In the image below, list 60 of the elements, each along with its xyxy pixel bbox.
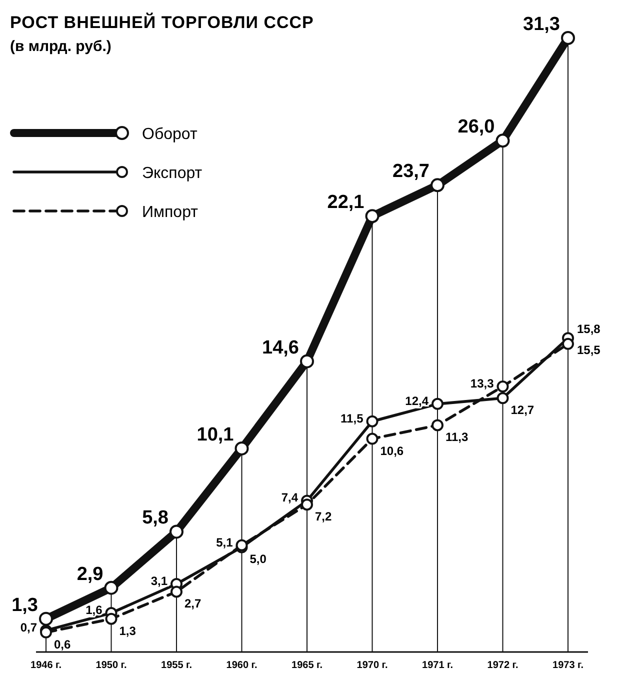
data-label: 11,5 <box>340 411 364 426</box>
data-label: 5,1 <box>216 535 234 550</box>
x-tick-label: 1971 г. <box>422 660 454 671</box>
point <box>366 432 378 445</box>
point <box>432 398 444 410</box>
data-label: 10,6 <box>380 444 404 458</box>
point <box>300 354 314 368</box>
legend-label: Оборот <box>142 126 198 143</box>
x-tick-label: 1960 г. <box>226 660 258 671</box>
point <box>562 338 574 350</box>
data-label: 2,7 <box>184 596 202 611</box>
data-label: 5,0 <box>250 552 267 566</box>
data-label: 11,3 <box>446 430 469 444</box>
data-label: 1,3 <box>119 624 136 638</box>
x-tick-label: 1955 г. <box>161 660 192 671</box>
data-label: 31,3 <box>523 14 560 35</box>
point <box>234 441 249 456</box>
x-tick-label: 1965 г. <box>292 660 323 671</box>
point <box>496 392 509 404</box>
legend-label: Импорт <box>142 204 199 221</box>
data-label: 0,6 <box>54 637 72 652</box>
data-label: 5,8 <box>142 508 168 529</box>
data-label: 12,7 <box>510 403 534 418</box>
x-tick-label: 1973 г. <box>552 660 584 671</box>
data-label: 12,4 <box>405 394 429 408</box>
point <box>170 586 182 598</box>
data-label: 22,1 <box>327 192 365 214</box>
data-label: 26,0 <box>458 116 495 138</box>
x-tick-label: 1946 г. <box>30 660 62 671</box>
point <box>430 178 444 192</box>
data-label: 15,8 <box>577 322 601 336</box>
chart-title: РОСТ ВНЕШНЕЙ ТОРГОВЛИ СССР <box>10 12 314 32</box>
chart-subtitle: (в млрд. руб.) <box>10 38 112 55</box>
data-label: 1,3 <box>12 594 38 616</box>
data-label: 2,9 <box>76 564 104 585</box>
data-label: 3,1 <box>150 574 168 588</box>
data-label: 0,7 <box>20 620 38 634</box>
data-label: 10,1 <box>196 424 234 446</box>
point <box>104 580 118 595</box>
x-tick-label: 1970 г. <box>356 660 388 671</box>
point <box>561 31 575 45</box>
data-label: 14,6 <box>262 337 299 358</box>
data-label: 15,5 <box>577 342 601 357</box>
point <box>170 524 184 539</box>
point <box>496 134 510 148</box>
point <box>39 612 53 626</box>
data-label: 7,2 <box>315 510 332 524</box>
point <box>432 419 444 432</box>
point <box>301 498 313 511</box>
x-tick-label: 1972 г. <box>487 660 518 671</box>
point <box>105 612 118 625</box>
data-label: 7,4 <box>281 490 298 505</box>
point <box>496 380 509 392</box>
data-label: 1,6 <box>86 603 103 618</box>
legend-label: Экспорт <box>142 165 203 182</box>
point <box>365 209 380 224</box>
data-label: 13,3 <box>470 376 494 390</box>
x-tick-label: 1950 г. <box>96 660 127 671</box>
point <box>366 415 378 428</box>
data-label: 23,7 <box>392 161 430 182</box>
